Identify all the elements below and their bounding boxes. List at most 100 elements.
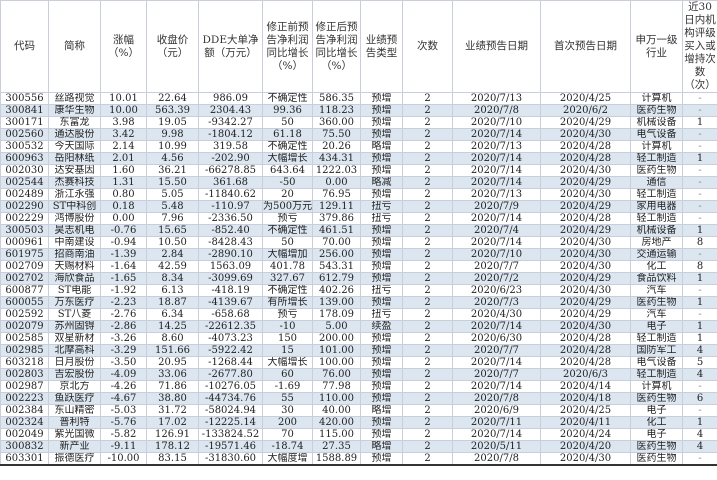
column-header-pre-revision-growth[interactable]: 修正前预告净利润同比增长（%） <box>262 0 313 93</box>
cell-first-forecast-date: 2020/4/28 <box>540 140 631 153</box>
cell-post-revision-growth: 612.79 <box>312 272 361 285</box>
column-header-forecast-type[interactable]: 业绩预告类型 <box>360 0 403 93</box>
cell-first-forecast-date: 2020/4/24 <box>540 428 631 441</box>
table-row[interactable]: 300171 东富龙 3.98 19.05 -9342.27 50 360.00 预增 2 202… <box>0 116 717 129</box>
table-row[interactable]: 300503 昊志机电 -0.76 15.65 -852.40 不确定性 461.51 预增 2… <box>0 224 717 237</box>
table-row[interactable]: 300841 康华生物 10.00 563.39 2304.43 99.36 118.23 预… <box>0 104 717 117</box>
cell-first-forecast-date: 2020/4/30 <box>540 188 631 201</box>
cell-close-price: 20.95 <box>146 356 199 369</box>
cell-close-price: 14.25 <box>146 320 199 333</box>
cell-change-pct: 0.80 <box>100 188 147 201</box>
table-row[interactable]: 603218 日月股份 -3.50 20.95 -1268.44 大幅增长 100.00 预增… <box>0 356 717 369</box>
cell-rating-count: 4 <box>682 440 717 453</box>
table-row[interactable]: 002324 普利特 -5.76 17.02 -12225.14 200 420.00 预增 2… <box>0 416 717 429</box>
table-row[interactable]: 002079 苏州固锝 -2.86 14.25 -22612.35 -10 5.00 续盈 2 2… <box>0 320 717 333</box>
cell-code: 002324 <box>0 416 49 429</box>
cell-forecast-type: 预增 <box>360 188 403 201</box>
table-row[interactable]: 600877 ST电能 -1.92 6.13 -418.19 不确定性 402.26 扭亏 2 2… <box>0 284 717 297</box>
table-row[interactable]: 601975 招商南油 -1.39 2.84 -2890.10 大幅增加 256.00 预增 2… <box>0 248 717 261</box>
cell-close-price: 83.15 <box>146 452 199 466</box>
table-row[interactable]: 002223 鱼跃医疗 -4.67 38.80 -44734.76 55 110.00 预增 2… <box>0 392 717 405</box>
cell-close-price: 4.56 <box>146 152 199 165</box>
table-row[interactable]: 600055 万东医疗 -2.23 18.87 -4139.67 有所增长 139.00 预增… <box>0 296 717 309</box>
cell-name: 新产业 <box>48 440 101 453</box>
table-row[interactable]: 002709 天赐材料 -1.64 42.59 1563.09 401.78 543.31 预… <box>0 260 717 273</box>
cell-close-price: 5.05 <box>146 188 199 201</box>
table-row[interactable]: 002489 浙江永强 0.80 5.05 -11840.62 20 76.95 预增 2 202… <box>0 188 717 201</box>
cell-industry: 计算机 <box>630 380 683 393</box>
cell-change-pct: 0.00 <box>100 212 147 225</box>
cell-forecast-type: 略减 <box>360 176 403 189</box>
column-header-post-revision-growth[interactable]: 修正后预告净利润同比增长（%） <box>312 0 361 93</box>
cell-pre-revision-growth: 不确定性 <box>262 140 313 153</box>
column-header-code[interactable]: 代码 <box>0 0 49 93</box>
table-row[interactable]: 002384 东山精密 -5.03 31.72 -58024.94 30 40.00 略增 2 2… <box>0 404 717 417</box>
cell-close-price: 7.96 <box>146 212 199 225</box>
table-row[interactable]: 002049 紫光国微 -5.82 126.91 -133824.52 70 115.00 预… <box>0 428 717 441</box>
cell-change-pct: -4.09 <box>100 368 147 381</box>
cell-name: 杰赛科技 <box>48 176 101 189</box>
cell-industry: 房地产 <box>630 236 683 249</box>
cell-forecast-type: 预增 <box>360 248 403 261</box>
table-row[interactable]: 002702 海欣食品 -1.65 8.34 -3099.69 327.67 612.79 预… <box>0 272 717 285</box>
cell-code: 002985 <box>0 344 49 357</box>
table-row[interactable]: 002592 ST八菱 -2.76 6.34 -658.68 预亏 178.09 扭亏 2 202… <box>0 308 717 321</box>
cell-industry: 医药生物 <box>630 164 683 177</box>
cell-post-revision-growth: 76.00 <box>312 368 361 381</box>
cell-rating-count: - <box>682 176 717 189</box>
table-row[interactable]: 002585 双星新材 -3.26 8.60 -4073.23 150 200.00 预增 2 2… <box>0 332 717 345</box>
table-row[interactable]: 002030 达安基因 1.60 36.21 -66278.85 643.64 1222.0… <box>0 164 717 177</box>
cell-change-pct: -1.65 <box>100 272 147 285</box>
cell-count: 2 <box>402 368 453 381</box>
column-header-change-pct[interactable]: 涨幅（%） <box>100 0 147 93</box>
cell-dde-net: -58024.94 <box>198 404 263 417</box>
table-row[interactable]: 000961 中南建设 -0.94 10.50 -8428.43 50 70.00 预增 2 20… <box>0 236 717 249</box>
cell-dde-net: -12225.14 <box>198 416 263 429</box>
cell-forecast-date: 2020/7/14 <box>452 152 541 165</box>
cell-change-pct: -5.76 <box>100 416 147 429</box>
column-header-industry[interactable]: 申万一级行业 <box>630 0 683 93</box>
column-header-forecast-date[interactable]: 业绩预告日期 <box>452 0 541 93</box>
column-header-rating-count[interactable]: 近30日内机构评级买入或增持次数（次） <box>682 0 717 93</box>
cell-dde-net: 2304.43 <box>198 104 263 117</box>
column-header-count[interactable]: 次数 <box>402 0 453 93</box>
table-row[interactable]: 002803 吉宏股份 -4.09 33.06 -2677.80 60 76.00 预增 2 20… <box>0 368 717 381</box>
column-header-name[interactable]: 简称 <box>48 0 101 93</box>
cell-code: 300841 <box>0 104 49 117</box>
cell-dde-net: -4139.67 <box>198 296 263 309</box>
cell-first-forecast-date: 2020/4/29 <box>540 224 631 237</box>
table-row[interactable]: 603301 振德医疗 -10.00 83.15 -31830.60 大幅度增 1588.8… <box>0 452 717 466</box>
cell-first-forecast-date: 2020/4/20 <box>540 440 631 453</box>
column-header-dde-net[interactable]: DDE大单净额（万元） <box>198 0 263 93</box>
cell-close-price: 22.64 <box>146 92 199 105</box>
cell-dde-net: -110.97 <box>198 200 263 213</box>
cell-change-pct: -10.00 <box>100 452 147 466</box>
cell-count: 2 <box>402 296 453 309</box>
table-row[interactable]: 300532 今天国际 2.14 10.99 319.58 不确定性 20.26 略增 2 202… <box>0 140 717 153</box>
cell-forecast-type: 扭亏 <box>360 308 403 321</box>
table-row[interactable]: 002544 杰赛科技 1.31 15.50 361.68 -50 0.00 略减 2 2020/… <box>0 176 717 189</box>
cell-forecast-type: 预增 <box>360 92 403 105</box>
cell-count: 2 <box>402 116 453 129</box>
cell-industry: 机械设备 <box>630 116 683 129</box>
cell-rating-count: 1 <box>682 416 717 429</box>
table-row[interactable]: 002987 京北方 -4.26 71.86 -10276.05 -1.69 77.98 预增… <box>0 380 717 393</box>
cell-change-pct: -0.94 <box>100 236 147 249</box>
cell-rating-count: - <box>682 104 717 117</box>
cell-name: 北摩高科 <box>48 344 101 357</box>
cell-close-price: 36.21 <box>146 164 199 177</box>
column-header-first-forecast-date[interactable]: 首次预告日期 <box>540 0 631 93</box>
table-row[interactable]: 002290 ST中科创 0.18 5.48 -110.97 为500万元 129.11 扭亏… <box>0 200 717 213</box>
table-row[interactable]: 002229 鸿博股份 0.00 7.96 -2336.50 预亏 379.86 扭亏 2 202… <box>0 212 717 225</box>
table-row[interactable]: 002560 通达股份 3.42 9.98 -1804.12 61.18 75.50 预增 2 2… <box>0 128 717 141</box>
cell-forecast-date: 2020/7/3 <box>452 296 541 309</box>
cell-first-forecast-date: 2020/6/2 <box>540 104 631 117</box>
cell-post-revision-growth: 420.00 <box>312 416 361 429</box>
table-row[interactable]: 002985 北摩高科 -3.29 151.66 -5922.42 15 101.00 预增 2… <box>0 344 717 357</box>
column-header-close-price[interactable]: 收盘价（元） <box>146 0 199 93</box>
cell-first-forecast-date: 2020/4/30 <box>540 260 631 273</box>
table-row[interactable]: 600963 岳阳林纸 2.01 4.56 -202.90 大幅增长 434.31 预增 2 20… <box>0 152 717 165</box>
table-row[interactable]: 300832 新产业 -9.11 178.12 -19571.46 -18.74 27.35… <box>0 440 717 453</box>
table-row[interactable]: 300556 丝路视觉 10.01 22.64 986.09 不确定性 586.35 预增 2 2… <box>0 92 717 105</box>
cell-pre-revision-growth: -50 <box>262 176 313 189</box>
